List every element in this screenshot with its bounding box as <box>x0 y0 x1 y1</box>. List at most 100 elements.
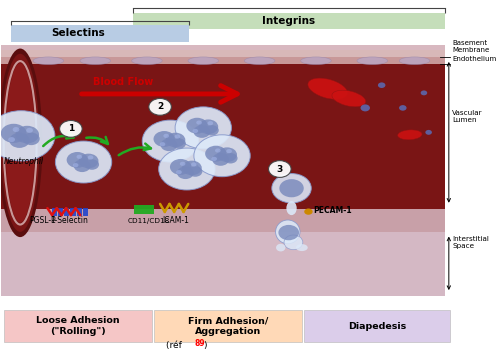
FancyBboxPatch shape <box>154 310 302 342</box>
Text: Selectins: Selectins <box>52 28 105 38</box>
FancyBboxPatch shape <box>2 57 445 64</box>
Circle shape <box>56 141 112 183</box>
Circle shape <box>170 159 191 175</box>
Text: Basement
Membrane: Basement Membrane <box>452 40 489 53</box>
Text: PECAM-1: PECAM-1 <box>314 206 352 215</box>
Ellipse shape <box>296 244 308 251</box>
Circle shape <box>186 118 208 134</box>
FancyBboxPatch shape <box>64 208 70 216</box>
Ellipse shape <box>1 54 40 232</box>
Ellipse shape <box>244 57 275 65</box>
Ellipse shape <box>301 57 331 65</box>
Circle shape <box>149 99 171 115</box>
Text: PGSL-1: PGSL-1 <box>30 216 57 225</box>
Ellipse shape <box>188 57 218 65</box>
FancyBboxPatch shape <box>304 310 450 342</box>
Text: 3: 3 <box>277 164 283 174</box>
Circle shape <box>191 162 197 166</box>
Circle shape <box>272 174 311 203</box>
Circle shape <box>193 125 210 138</box>
Circle shape <box>175 107 231 149</box>
Ellipse shape <box>276 244 286 251</box>
Text: Interstitial
Space: Interstitial Space <box>452 236 489 249</box>
Circle shape <box>172 138 186 149</box>
Text: 1: 1 <box>68 124 74 133</box>
Circle shape <box>421 90 427 95</box>
Circle shape <box>0 111 55 161</box>
FancyBboxPatch shape <box>2 1 471 351</box>
Circle shape <box>192 129 198 133</box>
Circle shape <box>60 120 82 137</box>
Circle shape <box>198 119 218 134</box>
Ellipse shape <box>399 57 430 65</box>
Circle shape <box>205 146 226 162</box>
Circle shape <box>194 135 250 177</box>
Circle shape <box>175 134 180 139</box>
FancyBboxPatch shape <box>2 45 445 296</box>
Ellipse shape <box>6 63 35 222</box>
FancyBboxPatch shape <box>77 208 82 216</box>
Text: CD11/CD18: CD11/CD18 <box>127 218 169 224</box>
Ellipse shape <box>332 90 366 107</box>
Circle shape <box>177 166 194 179</box>
FancyBboxPatch shape <box>71 208 76 216</box>
Circle shape <box>8 137 15 142</box>
FancyBboxPatch shape <box>2 209 445 232</box>
Circle shape <box>269 161 291 177</box>
Circle shape <box>207 121 213 125</box>
Circle shape <box>217 147 237 162</box>
Circle shape <box>188 166 202 177</box>
FancyBboxPatch shape <box>2 64 445 213</box>
Ellipse shape <box>308 78 348 99</box>
Circle shape <box>79 154 99 168</box>
FancyBboxPatch shape <box>134 205 154 214</box>
Circle shape <box>226 149 232 153</box>
Text: Endothelium: Endothelium <box>452 56 496 62</box>
Circle shape <box>74 159 91 172</box>
Circle shape <box>160 142 165 146</box>
Text: Neutrophil: Neutrophil <box>4 157 44 166</box>
Circle shape <box>361 105 370 111</box>
FancyBboxPatch shape <box>11 25 189 42</box>
Text: ICAM-1: ICAM-1 <box>162 216 189 225</box>
Circle shape <box>196 120 202 125</box>
Circle shape <box>163 134 169 138</box>
Circle shape <box>77 155 82 159</box>
Circle shape <box>215 149 220 153</box>
Text: Blood Flow: Blood Flow <box>93 77 153 87</box>
Circle shape <box>280 179 304 197</box>
Circle shape <box>67 152 88 168</box>
Circle shape <box>13 127 20 132</box>
Text: Integrins: Integrins <box>263 16 316 26</box>
Circle shape <box>142 120 198 162</box>
Text: ): ) <box>203 341 207 350</box>
Ellipse shape <box>287 201 297 215</box>
Ellipse shape <box>284 235 303 250</box>
Circle shape <box>279 225 299 240</box>
Circle shape <box>176 170 182 174</box>
Circle shape <box>425 130 432 135</box>
Ellipse shape <box>276 220 300 244</box>
Circle shape <box>211 157 217 161</box>
Ellipse shape <box>398 130 422 140</box>
Ellipse shape <box>33 57 64 65</box>
FancyBboxPatch shape <box>58 208 63 216</box>
Circle shape <box>73 163 79 167</box>
Ellipse shape <box>357 57 388 65</box>
Text: Firm Adhesion/
Aggregation: Firm Adhesion/ Aggregation <box>188 316 268 336</box>
Text: Diapedesis: Diapedesis <box>348 322 406 331</box>
Circle shape <box>378 82 385 88</box>
Circle shape <box>399 105 407 111</box>
Circle shape <box>166 133 185 147</box>
Circle shape <box>160 139 177 151</box>
Text: P-Selectin: P-Selectin <box>51 216 89 225</box>
Circle shape <box>153 131 175 147</box>
Circle shape <box>88 155 93 159</box>
Text: (réf: (réf <box>166 341 184 350</box>
Circle shape <box>159 148 215 190</box>
FancyBboxPatch shape <box>83 208 88 216</box>
Circle shape <box>10 133 30 148</box>
FancyBboxPatch shape <box>2 232 445 296</box>
FancyBboxPatch shape <box>4 310 152 342</box>
Circle shape <box>26 128 33 133</box>
